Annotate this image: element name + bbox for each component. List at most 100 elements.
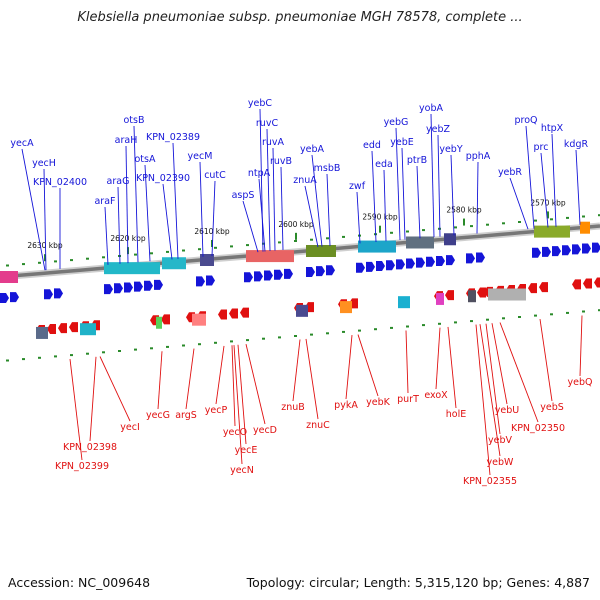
gene-label: KPN_02350 [511,423,565,434]
tick-mark [211,239,213,247]
ruler-dot-top [86,257,89,260]
gene-label: zwf [349,181,366,192]
reverse-gene-arrow [240,307,249,318]
gene-label: ptrB [407,155,427,166]
gene-label: msbB [314,163,341,174]
forward-gene-arrow [366,261,375,272]
gene-label: yebR [498,167,522,178]
tick-label: 2590 kbp [362,213,398,222]
reverse-feature-box [340,301,352,314]
gene-label: yebG [384,117,409,128]
gene-label: yecO [223,427,247,438]
ruler-dot-top [582,215,585,218]
forward-feature-box [444,233,456,246]
ruler-dot-bottom [310,333,313,336]
reverse-feature-box [80,323,96,336]
forward-gene-arrow [592,242,600,253]
gene-label: edd [363,140,381,151]
ruler-dot-bottom [598,309,600,312]
gene-label: yecM [188,151,213,162]
forward-feature-box [0,271,18,283]
forward-gene-arrow [0,293,9,303]
ruler-dot-bottom [214,341,217,344]
gene-label: znuA [293,175,317,186]
ruler-dot-top [134,253,137,256]
forward-gene-arrow [306,266,315,277]
ruler-dot-top [502,222,505,225]
gene-label: cutC [204,170,226,181]
ruler-dot-bottom [566,311,569,314]
ruler-dot-bottom [390,326,393,329]
reverse-feature-box [468,290,476,303]
reverse-feature-box [398,296,410,309]
ruler-dot-top [262,242,265,245]
ruler-dot-top [294,240,297,242]
ruler-dot-bottom [438,322,441,325]
ruler-dot-bottom [374,328,377,331]
ruler-dot-top [166,250,169,253]
forward-gene-arrow [446,255,455,266]
gene-label: yebS [540,402,564,413]
ruler-dot-top [246,244,249,247]
ruler-dot-top [182,249,185,252]
gene-leader-line [259,108,264,252]
gene-label: htpX [541,123,564,134]
gene-label: yebC [248,98,272,109]
tick-label: 2600 kbp [278,220,314,229]
gene-label: yebE [390,137,414,148]
ruler-dot-bottom [6,359,9,362]
gene-leader-line [371,150,377,243]
gene-label: KPN_02355 [463,476,517,487]
forward-gene-arrow [476,252,485,263]
gene-leader-line [551,133,557,227]
forward-gene-arrow [386,260,395,271]
gene-label: yobA [419,103,443,114]
reverse-feature-box [436,292,444,305]
gene-label: yebK [366,397,390,408]
forward-gene-arrow [244,272,253,283]
ruler-dot-top [422,229,425,232]
gene-label: yebQ [568,377,593,388]
gene-label: purT [397,394,419,405]
forward-gene-arrow [104,284,113,295]
gene-leader-line [133,125,139,263]
gene-leader-line [233,345,243,465]
gene-leader-line [525,125,535,229]
gene-leader-line [491,323,508,405]
forward-gene-arrow [10,292,19,303]
gene-label: yecE [235,445,258,456]
forward-gene-arrow [144,280,153,291]
gene-label: yecA [10,138,34,149]
reverse-gene-arrow [69,322,78,333]
forward-gene-arrow [426,256,435,267]
ruler-dot-top [326,237,329,240]
gene-leader-line [172,142,179,259]
forward-gene-arrow [44,289,53,300]
gene-leader-line [479,324,501,457]
gene-leader-line [475,324,491,476]
forward-gene-arrow [582,243,591,254]
gene-leader-line [237,344,247,445]
forward-gene-arrow [532,247,541,258]
forward-gene-arrow [356,262,365,273]
ruler-dot-bottom [294,335,297,337]
ruler-dot-bottom [230,340,233,343]
gene-leader-line [430,113,435,238]
gene-leader-line [292,339,301,402]
gene-leader-line [305,338,319,420]
ruler-dot-bottom [150,347,153,350]
gene-label: pykA [334,400,358,411]
forward-gene-arrow [376,261,385,272]
gene-leader-line [144,164,151,262]
forward-gene-arrow [466,253,475,264]
gene-label: araG [107,176,130,187]
gene-leader-line [43,168,47,271]
ruler-dot-bottom [22,358,25,361]
gene-leader-line [356,191,361,244]
ruler-dot-top [470,225,473,228]
gene-leader-line [69,358,83,461]
forward-gene-arrow [254,271,263,282]
ruler-dot-bottom [326,332,329,335]
forward-gene-arrow [406,258,415,269]
gene-label: eda [375,159,393,170]
